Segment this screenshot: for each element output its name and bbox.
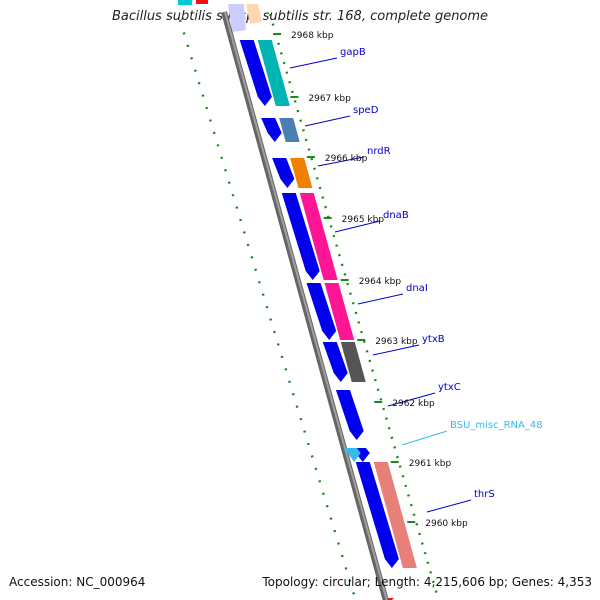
genome-summary: Topology: circular; Length: 4,215,606 bp… [262,575,592,589]
kbp-label: 2965 kbp [342,215,385,225]
cds-arrow-ytxC [335,390,364,440]
cds-arrow-dnaB [281,193,320,280]
feature-fragment [228,4,246,32]
kbp-label: 2962 kbp [392,399,435,409]
gene-block-gapB [257,40,290,106]
gene-block-dnaB [299,193,338,280]
gene-label: dnaB [383,210,409,221]
ruler-track [268,13,440,599]
gene-block-thrS [373,462,417,568]
kbp-label: 2967 kbp [308,94,351,104]
gene-label-line [387,392,436,407]
cds-arrow-nrdR [272,158,295,188]
gene-label-line [372,344,420,356]
feature-fragment [178,0,192,5]
accession-label: Accession: NC_000964 [9,575,146,589]
gene-label-line [357,293,404,305]
gene-label: ytxB [422,334,445,345]
kbp-label: 2960 kbp [425,519,468,529]
gene-label-line [317,156,365,167]
cds-arrow-thrS [355,462,399,568]
kbp-label: 2966 kbp [325,154,368,164]
kbp-label: 2964 kbp [359,277,402,287]
gene-block-nrdR [290,158,313,188]
kbp-label: 2961 kbp [409,459,452,469]
cds-arrow-gapB [239,40,272,106]
map-title: Bacillus subtilis subsp. subtilis str. 1… [111,9,489,24]
gene-block-dnaI [324,283,355,340]
gene-label-line [304,115,351,127]
cds-arrow-speD [261,118,282,142]
kbp-label: 2968 kbp [291,31,334,41]
gene-block-ytxB [340,342,366,382]
cds-arrow-ytxB [322,342,348,382]
gene-label-line [401,430,448,446]
genome-backbone-highlight [224,11,388,600]
gene-label: thrS [474,489,495,500]
gene-label-line [289,57,338,69]
gene-label-line [334,220,381,233]
gene-label: ytxC [438,382,461,393]
rna-feature-BSU_misc_RNA_48 [343,448,361,462]
kbp-label: 2963 kbp [375,337,418,347]
cds-arrow-dnaI [306,283,337,340]
gene-label-line [426,499,472,513]
feature-fragment [246,4,262,24]
gene-label: gapB [340,47,366,58]
gene-label: dnaI [406,283,428,294]
gene-label: speD [353,105,379,116]
gene-label: BSU_misc_RNA_48 [450,420,543,431]
feature-fragment [196,0,208,4]
gene-block-speD [279,118,300,142]
gene-label: nrdR [367,146,391,157]
